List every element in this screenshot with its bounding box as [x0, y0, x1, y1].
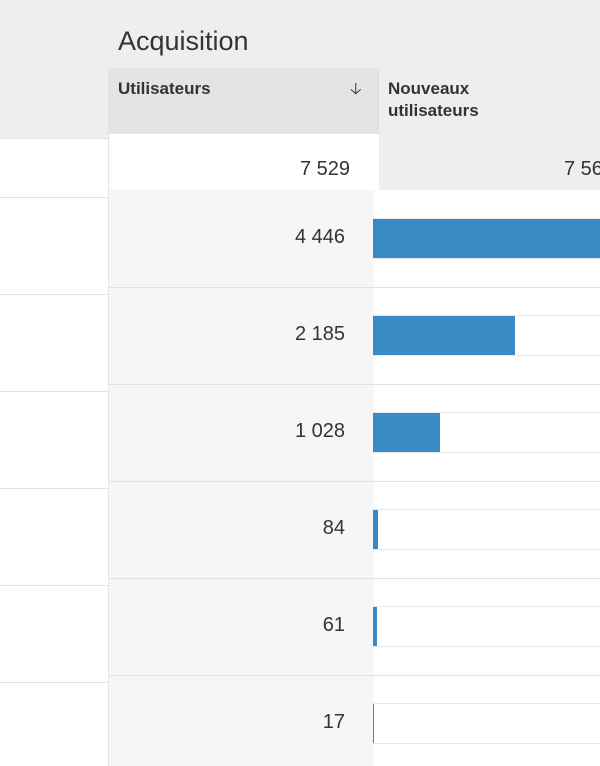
row-line [108, 481, 600, 482]
bar-track [373, 703, 600, 744]
bar-track [373, 509, 600, 550]
left-header [0, 0, 108, 138]
cell-value: 84 [322, 517, 345, 539]
group-header [108, 0, 600, 68]
row-line [0, 197, 108, 198]
group-title: Acquisition [118, 26, 249, 56]
cell-value: 61 [322, 614, 345, 636]
cell-value: 4 446 [294, 226, 345, 248]
bar [373, 219, 600, 258]
column-header[interactable] [108, 68, 378, 134]
bar [373, 510, 379, 549]
bar [373, 607, 377, 646]
row-line [108, 578, 600, 579]
row-line [108, 384, 600, 385]
column-body [108, 190, 374, 766]
row-line [0, 488, 108, 489]
sort-arrow[interactable]: 🡣 [350, 81, 362, 98]
bar-track [373, 218, 600, 259]
bar-track [373, 315, 600, 356]
cell-value: 2 185 [294, 323, 345, 345]
total-value: 7 529 [299, 158, 350, 180]
column-title[interactable]: Nouveaux utilisateurs [388, 79, 479, 120]
row-line [0, 294, 108, 295]
bar [373, 704, 375, 743]
bar [373, 413, 440, 452]
column-title[interactable]: Utilisateurs [118, 79, 211, 98]
column-header[interactable] [378, 68, 600, 190]
row-line [0, 682, 108, 683]
total-value: 7 56 [564, 158, 600, 180]
row-line [108, 675, 600, 676]
bar-track [373, 412, 600, 453]
bar [373, 316, 516, 355]
cell-value: 17 [322, 711, 345, 733]
row-line [108, 287, 600, 288]
row-line [0, 391, 108, 392]
row-line [0, 585, 108, 586]
bar-track [373, 606, 600, 647]
total-cell [108, 134, 379, 190]
cell-value: 1 028 [294, 420, 345, 442]
